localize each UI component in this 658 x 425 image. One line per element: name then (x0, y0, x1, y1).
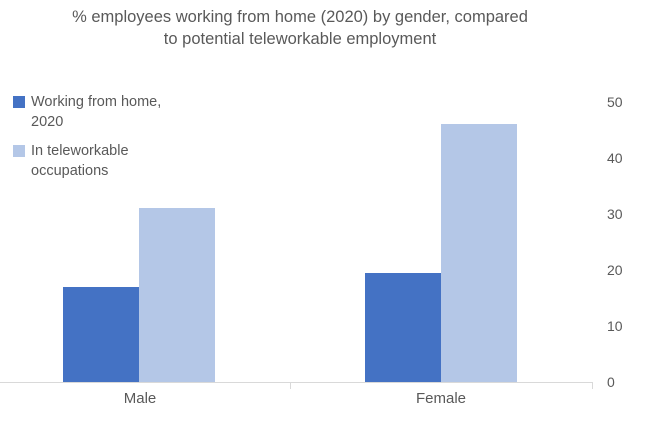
legend-label-working-from-home: Working from home, 2020 (31, 94, 162, 130)
x-axis-tick-middle (290, 383, 291, 389)
y-axis-label-30: 30 (607, 206, 623, 222)
x-axis-tick-end (592, 383, 593, 389)
chart-title: % employees working from home (2020) by … (0, 6, 600, 50)
legend-label-teleworkable: In teleworkable occupations (31, 143, 129, 179)
legend-swatch-teleworkable-icon (13, 145, 25, 157)
legend-item-teleworkable: In teleworkable occupations (13, 141, 183, 181)
y-axis-label-20: 20 (607, 262, 623, 278)
y-axis-label-0: 0 (607, 374, 615, 390)
chart-title-line1: % employees working from home (2020) by … (72, 8, 528, 26)
bar-male-teleworkable (139, 208, 215, 382)
chart-title-line2: to potential teleworkable employment (163, 30, 437, 48)
bar-female-teleworkable (441, 124, 517, 382)
legend-swatch-working-from-home-icon (13, 96, 25, 108)
y-axis-label-10: 10 (607, 318, 623, 334)
legend: Working from home, 2020 In teleworkable … (13, 92, 183, 190)
x-axis-label-male: Male (123, 390, 157, 407)
x-axis-label-female: Female (415, 390, 467, 407)
plot-area (0, 102, 593, 383)
legend-item-working-from-home: Working from home, 2020 (13, 92, 183, 132)
bar-male-working-from-home (63, 287, 139, 382)
bar-female-working-from-home (365, 273, 441, 382)
y-axis-label-50: 50 (607, 94, 623, 110)
y-axis-label-40: 40 (607, 150, 623, 166)
